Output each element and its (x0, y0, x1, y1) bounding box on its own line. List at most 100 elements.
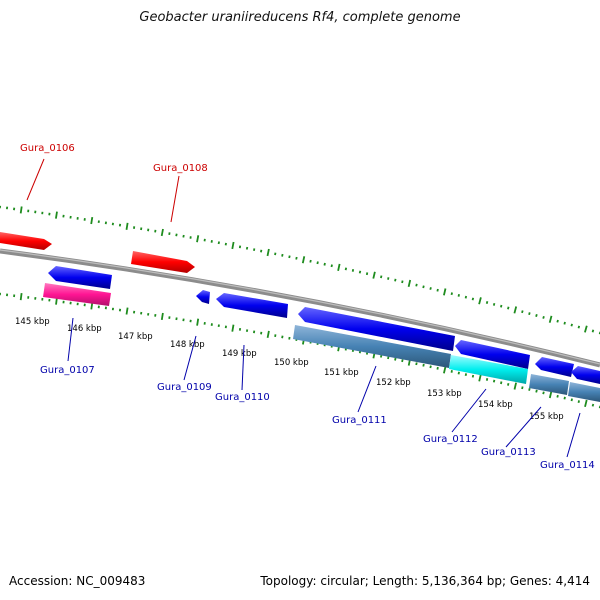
minor-tick (528, 312, 531, 316)
label-gura-0114[interactable]: Gura_0114 (540, 460, 595, 471)
kbp-label: 150 kbp (274, 358, 309, 368)
minor-tick (492, 302, 496, 306)
minor-tick (351, 269, 355, 272)
kbp-label: 152 kbp (376, 378, 411, 388)
minor-tick (507, 306, 510, 310)
major-tick (196, 318, 200, 326)
minor-tick (542, 315, 545, 319)
forward-tick-ring (0, 205, 600, 335)
minor-tick (365, 272, 369, 276)
kbp-label: 146 kbp (67, 324, 102, 334)
minor-tick (224, 242, 227, 246)
minor-tick (500, 381, 503, 385)
minor-tick (528, 387, 531, 391)
major-tick (19, 206, 23, 214)
genome-backbone (0, 248, 600, 368)
label-gura-0113[interactable]: Gura_0113 (481, 447, 536, 458)
leader-gura-0113 (505, 406, 542, 448)
minor-tick (217, 241, 220, 245)
major-tick (443, 288, 447, 296)
major-tick (90, 216, 94, 225)
minor-tick (288, 255, 291, 259)
gene-gura-0110-reverse[interactable] (216, 293, 288, 318)
major-tick (443, 366, 447, 374)
kbp-scale-labels: 145 kbp 146 kbp 147 kbp 148 kbp 149 kbp 150 k… (15, 317, 564, 422)
misc-feature-right[interactable] (529, 374, 569, 395)
label-gura-0107[interactable]: Gura_0107 (40, 365, 95, 376)
leader-gura-0112 (451, 388, 487, 433)
misc-feature-long[interactable] (293, 325, 451, 368)
gene-gura-0108-forward[interactable] (131, 251, 195, 273)
major-tick (19, 292, 23, 301)
minor-tick (415, 362, 418, 366)
minor-tick (500, 304, 503, 308)
minor-tick (542, 391, 545, 395)
major-tick (584, 399, 588, 408)
minor-tick (577, 325, 581, 329)
minor-tick (253, 248, 256, 251)
gene-gura-0111-reverse[interactable] (298, 307, 455, 351)
major-tick (266, 248, 270, 257)
major-tick (160, 312, 164, 321)
gene-gura-0107-reverse[interactable] (48, 266, 112, 289)
minor-tick (450, 292, 453, 296)
minor-tick (471, 374, 475, 378)
minor-tick (436, 366, 439, 370)
minor-tick (274, 252, 277, 256)
kbp-label: 148 kbp (170, 340, 205, 350)
minor-tick (457, 293, 460, 297)
gene-gura-0109-reverse[interactable] (196, 290, 210, 304)
major-tick (125, 307, 129, 315)
label-gura-0110[interactable]: Gura_0110 (215, 392, 270, 403)
map-title: Geobacter uraniireducens Rf4, complete g… (139, 10, 461, 25)
trna-feature[interactable] (449, 355, 528, 384)
kbp-label: 155 kbp (529, 412, 564, 422)
kbp-label: 151 kbp (324, 368, 359, 378)
minor-tick (591, 329, 595, 333)
major-tick (478, 297, 482, 305)
minor-tick (401, 280, 404, 284)
kbp-label: 149 kbp (222, 349, 257, 359)
minor-tick (380, 354, 383, 358)
minor-tick (281, 253, 284, 257)
minor-tick (450, 370, 453, 373)
minor-tick (591, 403, 595, 407)
misc-feature-edge[interactable] (568, 382, 600, 402)
major-tick (231, 324, 235, 332)
minor-tick (316, 261, 319, 265)
minor-tick (323, 262, 326, 266)
minor-tick (260, 249, 263, 253)
label-gura-0106[interactable]: Gura_0106 (20, 143, 75, 154)
minor-tick (380, 275, 383, 279)
major-tick (372, 271, 376, 279)
rrna-feature[interactable] (43, 283, 111, 306)
minor-tick (344, 267, 348, 271)
gene-gura-0106-forward[interactable] (0, 232, 52, 250)
gene-gura-0112-reverse[interactable] (455, 340, 530, 369)
leader-gura-0106 (26, 158, 45, 201)
gene-gura-0113-reverse[interactable] (535, 357, 574, 377)
minor-tick (464, 373, 468, 377)
minor-tick (394, 357, 397, 361)
minor-tick (387, 356, 390, 360)
minor-tick (577, 400, 580, 404)
gene-gura-0114-reverse[interactable] (571, 366, 600, 384)
minor-tick (422, 285, 425, 289)
accession-text: Accession: NC_009483 (9, 574, 146, 588)
major-tick (266, 330, 270, 338)
label-gura-0111[interactable]: Gura_0111 (332, 415, 387, 426)
minor-tick (457, 371, 460, 375)
minor-tick (401, 359, 404, 363)
minor-tick (535, 389, 538, 393)
minor-tick (521, 310, 524, 314)
gene-labels: Gura_0106 Gura_0108 Gura_0107 Gura_0109 … (20, 143, 595, 471)
label-gura-0109[interactable]: Gura_0109 (157, 382, 212, 393)
minor-tick (485, 301, 489, 305)
minor-tick (471, 297, 475, 301)
leader-gura-0109 (183, 335, 197, 381)
minor-tick (570, 323, 573, 327)
label-gura-0108[interactable]: Gura_0108 (153, 163, 208, 174)
major-tick (55, 211, 58, 219)
label-gura-0112[interactable]: Gura_0112 (423, 434, 478, 445)
